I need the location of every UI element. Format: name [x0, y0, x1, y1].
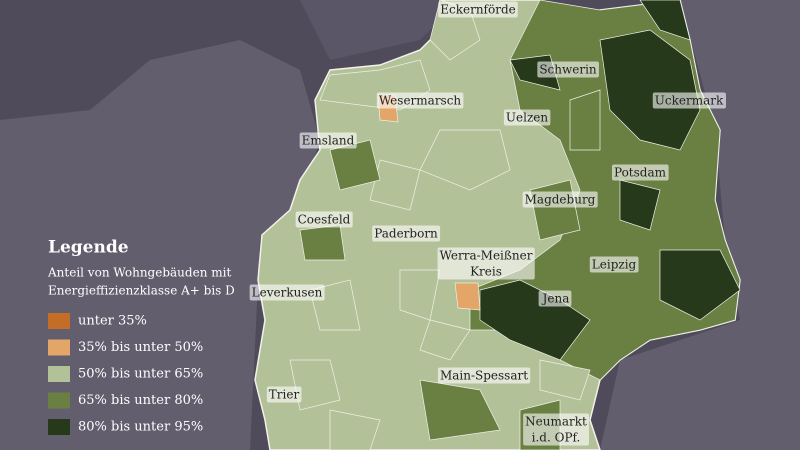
legend-subtitle: Energieffizienzklasse A+ bis D	[48, 284, 235, 298]
place-label: Werra-Meißner Kreis	[437, 247, 535, 280]
region	[329, 409, 381, 450]
legend-swatch	[48, 313, 70, 329]
place-name: Magdeburg	[525, 193, 596, 207]
place-label: Schwerin	[537, 61, 599, 78]
place-name: Potsdam	[614, 166, 667, 180]
region	[569, 89, 601, 151]
place-name: Main-Spessart	[440, 369, 528, 383]
region	[329, 139, 381, 191]
place-name: Werra-Meißner	[440, 249, 533, 263]
neighbor-land	[0, 40, 320, 450]
region	[599, 29, 701, 151]
label-bg	[295, 211, 353, 228]
region	[419, 129, 511, 191]
place-name: Kreis	[470, 265, 502, 279]
legend-swatch	[48, 419, 70, 435]
legend-label: 65% bis unter 80%	[78, 393, 203, 408]
place-name: Leverkusen	[252, 286, 323, 300]
place-label: Uelzen	[503, 109, 551, 126]
place-label: Eckernförde	[438, 1, 518, 18]
place-label: Leipzig	[589, 256, 639, 273]
place-name: Paderborn	[374, 227, 438, 241]
region	[419, 379, 501, 441]
place-label: Jena	[538, 290, 572, 307]
place-name: Emsland	[302, 134, 355, 148]
place-name: Uckermark	[655, 94, 724, 108]
region	[639, 0, 691, 41]
label-bg	[376, 92, 464, 109]
place-name: Wesermarsch	[379, 94, 462, 108]
region	[454, 282, 481, 311]
legend: Legende Anteil von Wohngebäuden mit Ener…	[47, 238, 235, 435]
place-label: Emsland	[299, 132, 357, 149]
label-bg	[589, 256, 639, 273]
place-name: Eckernförde	[440, 3, 516, 17]
neighbor-land	[600, 0, 800, 450]
label-bg	[522, 191, 598, 208]
place-name: i.d. OPf.	[532, 431, 581, 445]
label-bg	[523, 413, 590, 446]
region	[539, 359, 591, 401]
place-name: Coesfeld	[298, 213, 351, 227]
label-bg	[538, 290, 572, 307]
place-name: Jena	[541, 292, 570, 306]
label-bg	[437, 367, 531, 384]
place-name: Trier	[269, 388, 300, 402]
label-bg	[611, 164, 669, 181]
legend-swatch	[48, 339, 70, 356]
legend-label: 35% bis unter 50%	[78, 340, 203, 355]
place-labels: Eckernförde Schwerin Uckermark Wesermarsch U…	[249, 1, 726, 446]
place-label: Coesfeld	[295, 211, 353, 228]
place-label: Potsdam	[611, 164, 669, 181]
label-bg	[437, 247, 535, 280]
place-label: Neumarkt i.d. OPf.	[523, 413, 590, 446]
place-label: Main-Spessart	[437, 367, 531, 384]
place-label: Wesermarsch	[376, 92, 464, 109]
place-label: Leverkusen	[249, 284, 325, 301]
place-label: Uckermark	[652, 92, 726, 109]
label-bg	[249, 284, 325, 301]
neighbor-land	[300, 0, 460, 60]
label-bg	[537, 61, 599, 78]
legend-label: 50% bis unter 65%	[78, 367, 203, 382]
label-bg	[652, 92, 726, 109]
place-name: Uelzen	[506, 111, 548, 125]
label-bg	[438, 1, 518, 18]
legend-label: unter 35%	[78, 314, 147, 329]
region	[619, 179, 661, 231]
place-label: Paderborn	[372, 225, 441, 242]
place-name: Leipzig	[592, 258, 637, 272]
label-bg	[299, 132, 357, 149]
legend-subtitle: Anteil von Wohngebäuden mit	[47, 266, 231, 280]
label-bg	[372, 225, 441, 242]
label-bg	[266, 386, 302, 403]
place-name: Neumarkt	[525, 415, 587, 429]
place-label: Magdeburg	[522, 191, 598, 208]
legend-label: 80% bis unter 95%	[78, 420, 203, 435]
legend-title: Legende	[48, 238, 129, 258]
place-label: Trier	[266, 386, 302, 403]
label-bg	[503, 109, 551, 126]
legend-swatch	[48, 392, 70, 409]
legend-swatch	[48, 366, 70, 382]
region	[479, 279, 591, 361]
place-name: Schwerin	[539, 63, 597, 77]
region	[659, 249, 741, 321]
region	[369, 159, 421, 211]
region	[299, 224, 346, 261]
region	[419, 319, 471, 361]
